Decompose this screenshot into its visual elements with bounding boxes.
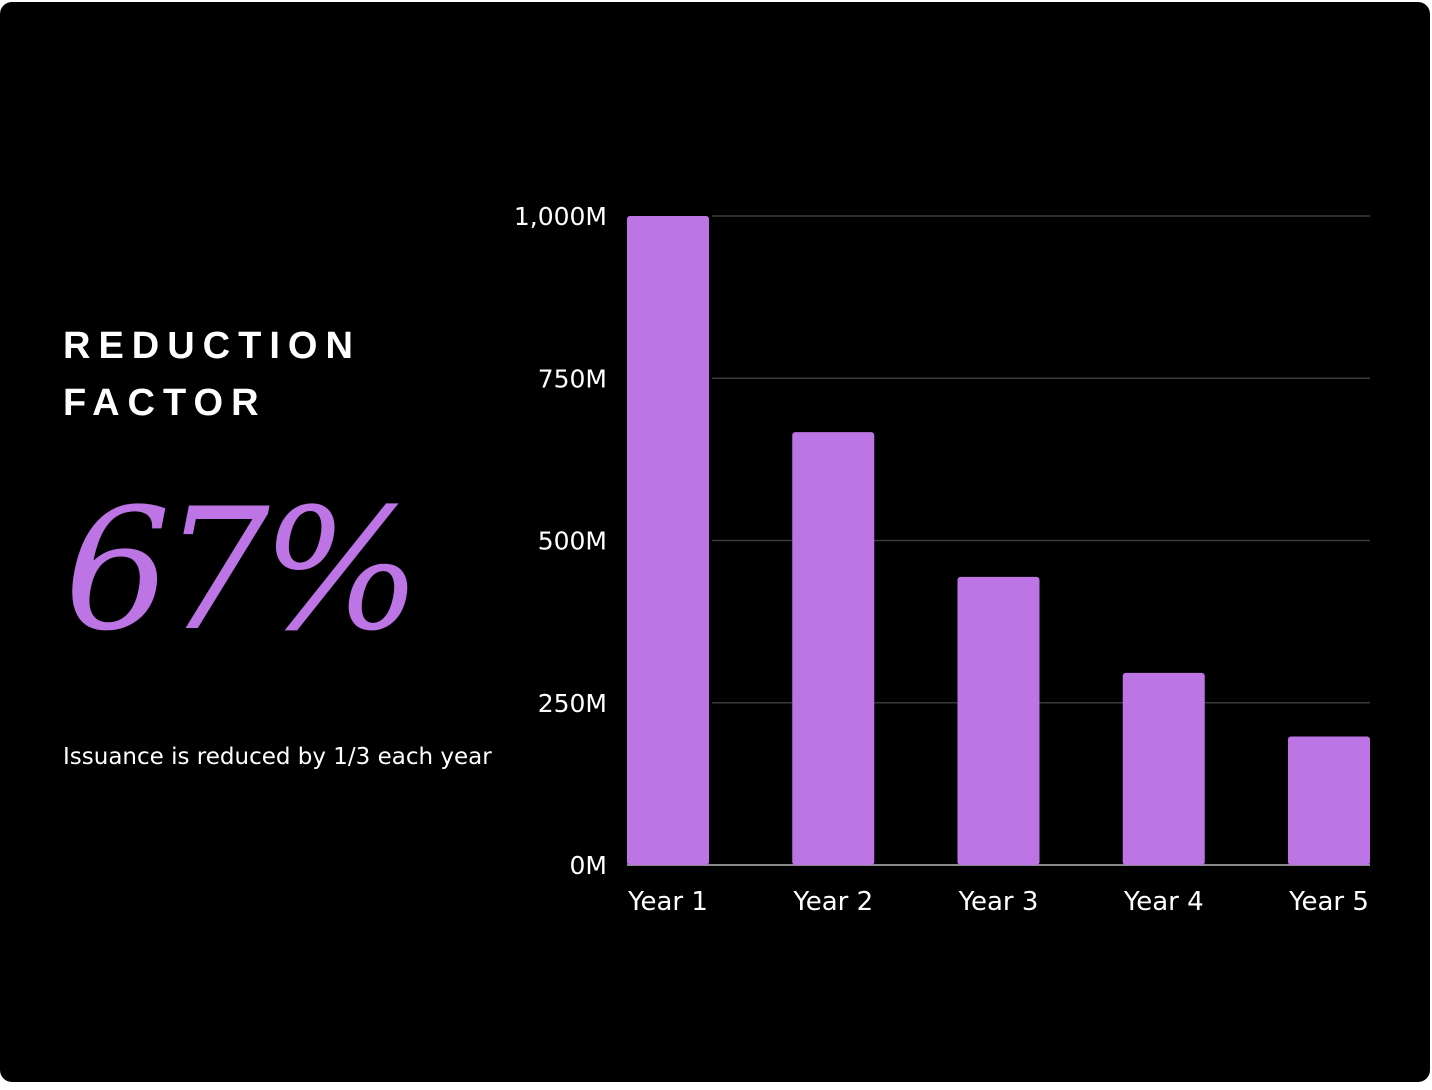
heading-line-1: REDUCTION	[63, 325, 361, 367]
reduction-factor-heading: REDUCTION FACTOR	[63, 318, 361, 432]
x-tick-label: Year 3	[958, 887, 1039, 917]
x-tick-label: Year 5	[1288, 887, 1369, 917]
y-tick-label: 750M	[538, 364, 607, 393]
y-tick-label: 500M	[538, 527, 607, 556]
bar-2	[792, 432, 875, 865]
reduction-caption: Issuance is reduced by 1/3 each year	[63, 744, 492, 770]
bar-1	[627, 216, 709, 865]
y-tick-label: 1,000M	[514, 202, 607, 231]
reduction-percentage: 67%	[64, 472, 421, 668]
y-tick-label: 0M	[570, 851, 607, 880]
x-tick-label: Year 4	[1123, 887, 1204, 917]
bar-4	[1122, 672, 1205, 865]
y-tick-label: 250M	[538, 689, 607, 718]
bar-3	[957, 576, 1040, 865]
x-tick-label: Year 1	[627, 887, 708, 917]
bar-5	[1288, 736, 1370, 865]
x-tick-label: Year 2	[792, 887, 873, 917]
heading-line-2: FACTOR	[63, 382, 267, 424]
